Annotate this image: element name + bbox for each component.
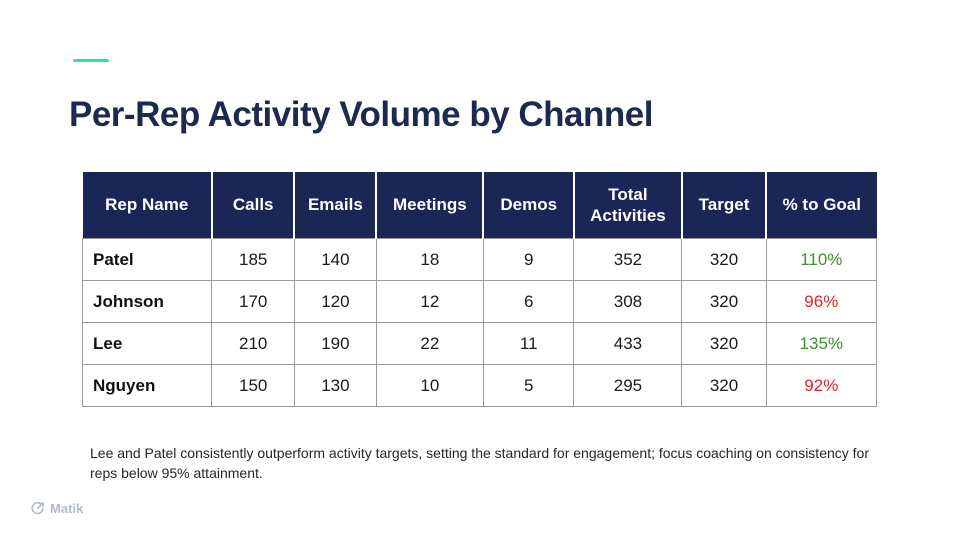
table-row: Lee 210 190 22 11 433 320 135% (81, 322, 878, 365)
cell-target: 320 (681, 364, 767, 407)
table-body: Patel 185 140 18 9 352 320 110% Johnson … (81, 238, 878, 407)
cell-target: 320 (681, 322, 767, 365)
cell-demos: 11 (482, 322, 575, 365)
cell-emails: 130 (293, 364, 377, 407)
cell-meetings: 10 (375, 364, 484, 407)
cell-calls: 150 (211, 364, 295, 407)
column-header-calls: Calls (210, 172, 295, 239)
column-header-total-activities: Total Activities (572, 172, 682, 239)
cell-total-activities: 308 (573, 280, 683, 323)
cell-rep-name: Johnson (81, 280, 213, 323)
cell-demos: 9 (482, 238, 575, 281)
table-row: Nguyen 150 130 10 5 295 320 92% (81, 364, 878, 407)
cell-total-activities: 295 (573, 364, 683, 407)
cell-meetings: 18 (375, 238, 484, 281)
cell-calls: 170 (211, 280, 295, 323)
cell-pct-to-goal: 96% (765, 280, 878, 323)
cell-demos: 5 (482, 364, 575, 407)
header-row: Rep Name Calls Emails Meetings Demos Tot… (82, 172, 877, 239)
column-header-target: Target (680, 172, 767, 239)
cell-demos: 6 (482, 280, 575, 323)
cell-emails: 120 (293, 280, 377, 323)
page-title: Per-Rep Activity Volume by Channel (69, 95, 653, 135)
brand-logo: Matik (30, 501, 83, 516)
brand-name: Matik (50, 501, 84, 516)
activity-table: Rep Name Calls Emails Meetings Demos Tot… (81, 172, 878, 407)
cell-rep-name: Patel (81, 238, 213, 281)
cell-rep-name: Lee (81, 322, 213, 365)
cell-total-activities: 352 (573, 238, 683, 281)
cell-calls: 185 (211, 238, 295, 281)
column-header-meetings: Meetings (375, 172, 484, 239)
cell-total-activities: 433 (573, 322, 683, 365)
table-row: Johnson 170 120 12 6 308 320 96% (81, 280, 878, 323)
table-row: Patel 185 140 18 9 352 320 110% (81, 238, 878, 281)
table-header: Rep Name Calls Emails Meetings Demos Tot… (82, 172, 877, 239)
cell-meetings: 12 (375, 280, 484, 323)
footnote: Lee and Patel consistently outperform ac… (90, 445, 869, 481)
column-header-demos: Demos (482, 172, 574, 239)
cell-emails: 140 (293, 238, 377, 281)
column-header-emails: Emails (293, 172, 377, 239)
cell-emails: 190 (293, 322, 377, 365)
cell-rep-name: Nguyen (81, 364, 213, 407)
cell-pct-to-goal: 110% (765, 238, 878, 281)
cell-meetings: 22 (375, 322, 484, 365)
cell-pct-to-goal: 135% (765, 322, 878, 365)
cell-pct-to-goal: 92% (765, 364, 878, 407)
cell-target: 320 (681, 238, 767, 281)
column-header-rep-name: Rep Name (82, 172, 212, 239)
cell-target: 320 (681, 280, 767, 323)
accent-dash (73, 59, 109, 62)
matik-icon (30, 501, 45, 516)
column-header-pct-to-goal: % to Goal (765, 172, 877, 239)
cell-calls: 210 (211, 322, 295, 365)
